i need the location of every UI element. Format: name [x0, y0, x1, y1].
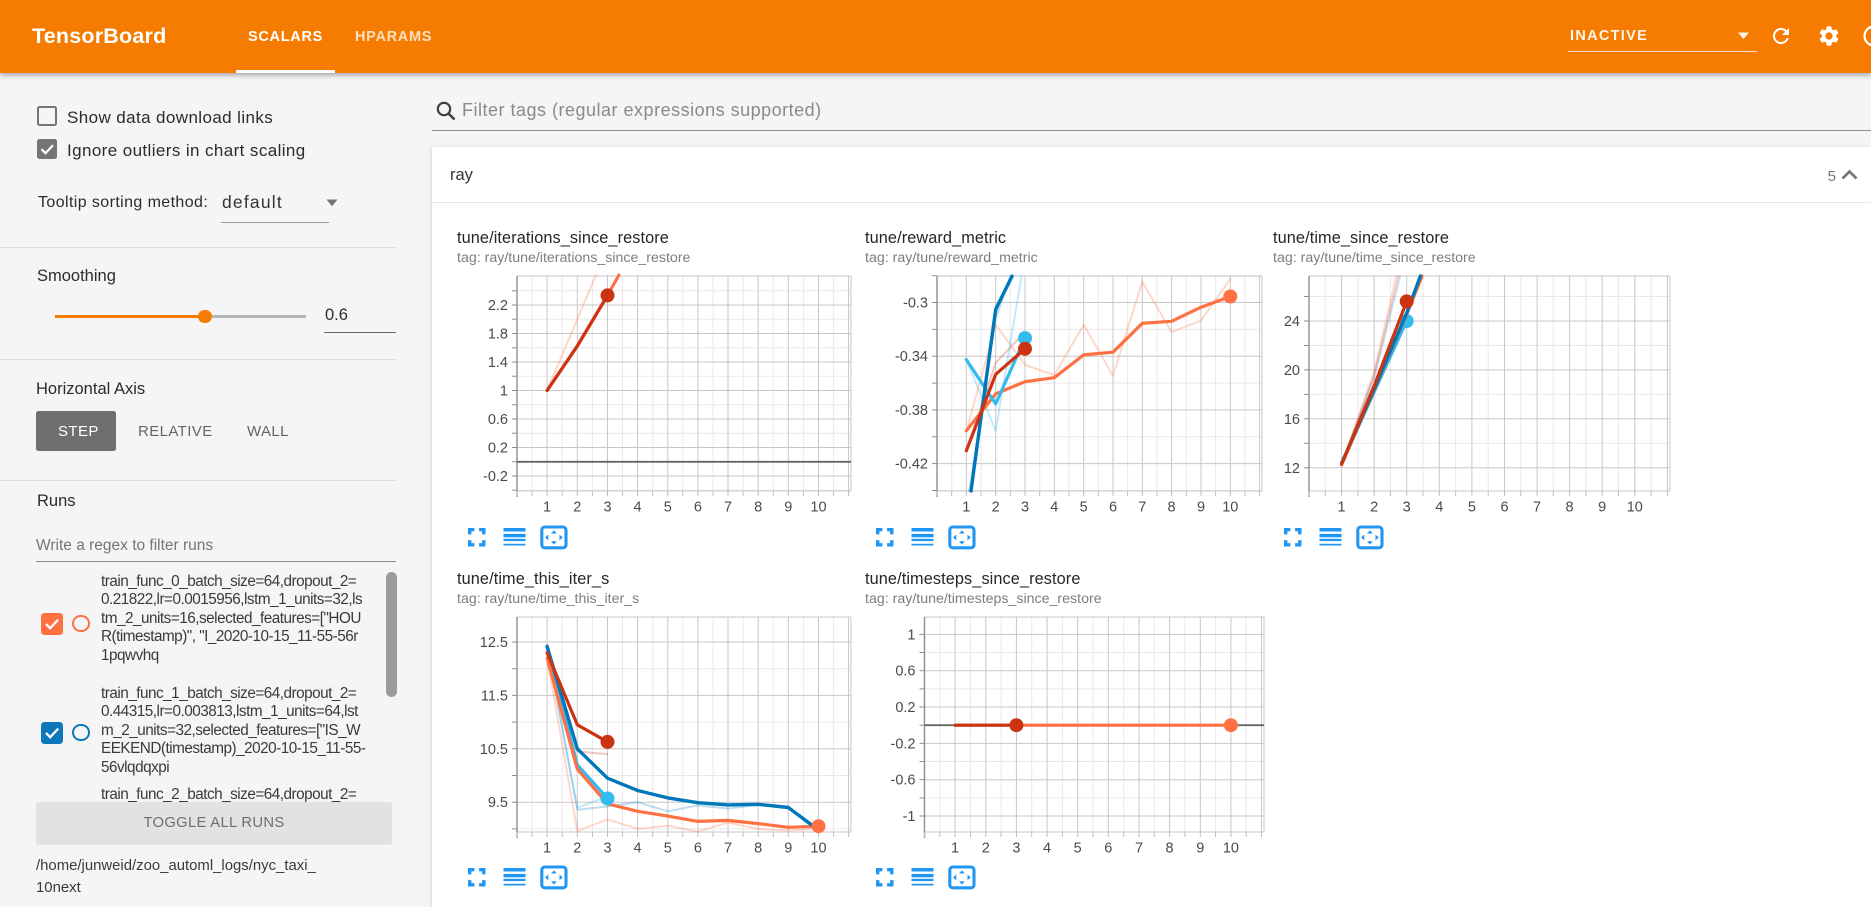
svg-text:4: 4 — [634, 841, 642, 857]
svg-text:6: 6 — [694, 500, 702, 516]
svg-text:8: 8 — [1166, 841, 1174, 857]
svg-text:0.6: 0.6 — [895, 664, 915, 680]
svg-text:7: 7 — [1533, 500, 1541, 516]
svg-text:4: 4 — [1043, 841, 1051, 857]
svg-text:1: 1 — [951, 841, 959, 857]
svg-text:7: 7 — [724, 500, 732, 516]
svg-text:6: 6 — [1500, 500, 1508, 516]
svg-text:1: 1 — [543, 500, 551, 516]
svg-text:-0.2: -0.2 — [483, 469, 508, 485]
svg-text:6: 6 — [694, 841, 702, 857]
svg-text:7: 7 — [1138, 500, 1146, 516]
svg-text:1.8: 1.8 — [488, 327, 508, 343]
svg-text:9: 9 — [784, 841, 792, 857]
svg-text:7: 7 — [724, 841, 732, 857]
svg-text:2: 2 — [1370, 500, 1378, 516]
svg-text:7: 7 — [1135, 841, 1143, 857]
svg-text:-0.2: -0.2 — [891, 736, 916, 752]
svg-text:9: 9 — [1196, 841, 1204, 857]
svg-text:10: 10 — [1223, 841, 1239, 857]
svg-text:2: 2 — [573, 841, 581, 857]
svg-text:5: 5 — [664, 500, 672, 516]
svg-text:9.5: 9.5 — [488, 795, 508, 811]
svg-text:10.5: 10.5 — [480, 742, 508, 758]
svg-text:24: 24 — [1284, 314, 1300, 330]
svg-text:8: 8 — [754, 841, 762, 857]
svg-text:9: 9 — [784, 500, 792, 516]
svg-text:5: 5 — [1080, 500, 1088, 516]
svg-text:9: 9 — [1598, 500, 1606, 516]
svg-text:0.6: 0.6 — [488, 412, 508, 428]
svg-text:6: 6 — [1104, 841, 1112, 857]
svg-text:-1: -1 — [903, 809, 916, 825]
svg-text:6: 6 — [1109, 500, 1117, 516]
svg-text:1: 1 — [1338, 500, 1346, 516]
svg-text:10: 10 — [810, 841, 826, 857]
svg-text:4: 4 — [1435, 500, 1443, 516]
svg-text:1.4: 1.4 — [488, 355, 508, 371]
svg-text:1: 1 — [543, 841, 551, 857]
svg-text:8: 8 — [1168, 500, 1176, 516]
svg-text:2.2: 2.2 — [488, 298, 508, 314]
svg-text:5: 5 — [1074, 841, 1082, 857]
svg-text:5: 5 — [664, 841, 672, 857]
svg-text:9: 9 — [1197, 500, 1205, 516]
svg-text:3: 3 — [603, 500, 611, 516]
svg-text:2: 2 — [573, 500, 581, 516]
svg-text:-0.42: -0.42 — [895, 457, 928, 473]
svg-text:8: 8 — [1566, 500, 1574, 516]
svg-text:-0.38: -0.38 — [895, 403, 928, 419]
svg-text:-0.34: -0.34 — [895, 349, 928, 365]
svg-text:0.2: 0.2 — [488, 441, 508, 457]
svg-text:0.2: 0.2 — [895, 700, 915, 716]
svg-text:10: 10 — [810, 500, 826, 516]
svg-text:11.5: 11.5 — [481, 688, 508, 704]
svg-text:1: 1 — [907, 627, 915, 643]
svg-text:8: 8 — [754, 500, 762, 516]
svg-text:10: 10 — [1627, 500, 1643, 516]
svg-text:5: 5 — [1468, 500, 1476, 516]
svg-text:-0.6: -0.6 — [891, 773, 916, 789]
svg-text:3: 3 — [1021, 500, 1029, 516]
svg-text:1: 1 — [500, 384, 508, 400]
svg-text:3: 3 — [603, 841, 611, 857]
svg-text:2: 2 — [982, 841, 990, 857]
svg-text:16: 16 — [1284, 412, 1300, 428]
svg-text:4: 4 — [634, 500, 642, 516]
svg-text:12: 12 — [1284, 461, 1300, 477]
svg-text:20: 20 — [1284, 363, 1300, 379]
svg-text:2: 2 — [992, 500, 1000, 516]
svg-text:3: 3 — [1403, 500, 1411, 516]
svg-text:12.5: 12.5 — [480, 635, 508, 651]
svg-text:1: 1 — [962, 500, 970, 516]
svg-text:10: 10 — [1222, 500, 1238, 516]
svg-text:3: 3 — [1012, 841, 1020, 857]
svg-text:-0.3: -0.3 — [903, 296, 928, 312]
svg-text:4: 4 — [1050, 500, 1058, 516]
